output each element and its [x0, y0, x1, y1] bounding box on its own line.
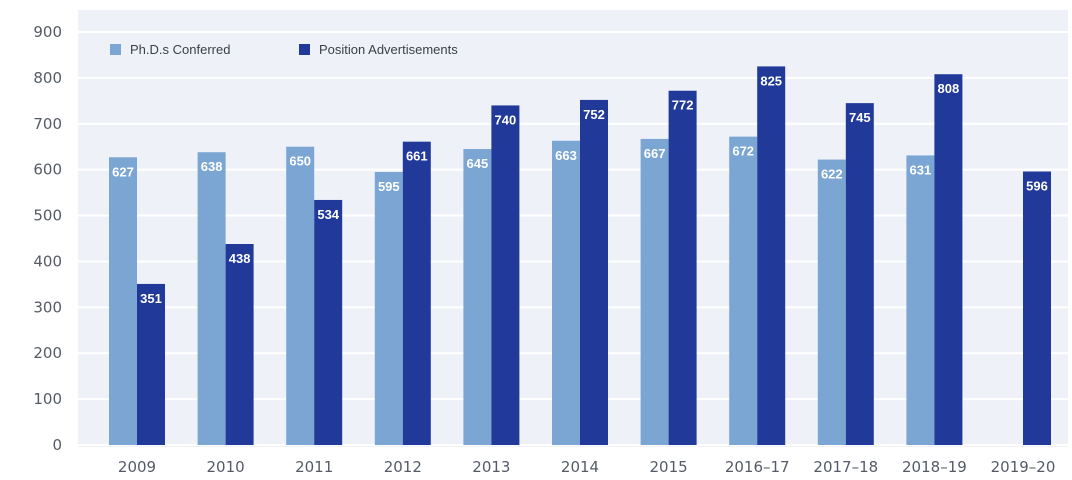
bar-phds-conferred: [463, 149, 492, 445]
bar-phds-conferred: [729, 136, 758, 446]
data-label: 622: [821, 167, 843, 182]
data-label: 661: [406, 149, 428, 164]
bar-phds-conferred: [109, 157, 137, 445]
data-label: 595: [378, 179, 400, 194]
data-label: 438: [229, 251, 251, 266]
data-label: 745: [849, 110, 871, 125]
y-tick-label: 700: [33, 115, 62, 133]
data-label: 772: [672, 98, 694, 113]
legend-label-phds: Ph.D.s Conferred: [130, 42, 230, 57]
x-axis: 2009 2010 2011 2012 2013 2014 2015 2016–17 2017–…: [118, 458, 1055, 476]
y-tick-label: 500: [33, 207, 62, 225]
bar-position-advertisements: [1023, 171, 1051, 445]
x-tick-label: 2010: [207, 458, 245, 476]
data-label: 672: [732, 144, 754, 159]
data-labels: 627 351 638 438 650 534 595 661 645 740 663 752 667 7…: [112, 73, 1048, 306]
bar-position-advertisements: [757, 66, 786, 446]
y-tick-label: 400: [33, 252, 62, 270]
data-label: 627: [112, 164, 134, 179]
bar-phds-conferred: [197, 152, 226, 445]
bar-position-advertisements: [137, 283, 165, 445]
bar-phds-conferred: [552, 140, 580, 446]
y-tick-label: 800: [33, 69, 62, 87]
bar-position-advertisements: [225, 244, 254, 445]
data-label: 663: [555, 148, 577, 163]
y-tick-label: 600: [33, 161, 62, 179]
x-tick-label: 2015: [650, 458, 688, 476]
legend-label-positions: Position Advertisements: [319, 42, 458, 57]
legend: Ph.D.s Conferred Position Advertisements: [110, 42, 458, 57]
data-label: 825: [760, 73, 782, 88]
y-axis: 0 100 200 300 400 500 600 700 800 900: [33, 23, 62, 454]
y-tick-label: 900: [33, 23, 62, 41]
x-tick-label: 2018–19: [902, 458, 967, 476]
x-tick-label: 2011: [295, 458, 333, 476]
x-tick-label: 2013: [472, 458, 510, 476]
x-tick-label: 2009: [118, 458, 156, 476]
bar-position-advertisements: [580, 99, 608, 445]
data-label: 534: [317, 207, 339, 222]
legend-swatch-phds: [110, 44, 121, 55]
bar-position-advertisements: [314, 199, 343, 445]
data-label: 740: [495, 112, 517, 127]
bar-phds-conferred: [286, 146, 315, 445]
data-label: 808: [938, 81, 960, 96]
x-tick-label: 2014: [561, 458, 599, 476]
bar-position-advertisements: [934, 74, 963, 446]
x-tick-label: 2017–18: [813, 458, 878, 476]
bar-phds-conferred: [640, 138, 669, 445]
data-label: 667: [644, 146, 666, 161]
data-label: 752: [583, 107, 605, 122]
y-tick-label: 100: [33, 390, 62, 408]
x-tick-label: 2019–20: [991, 458, 1056, 476]
bar-position-advertisements: [668, 90, 697, 445]
y-tick-label: 200: [33, 344, 62, 362]
data-label: 351: [140, 291, 162, 306]
x-tick-label: 2012: [384, 458, 422, 476]
bar-position-advertisements: [491, 105, 520, 445]
bars: [109, 66, 1051, 446]
bar-phds-conferred: [817, 159, 846, 445]
data-label: 650: [289, 154, 311, 169]
data-label: 596: [1026, 179, 1048, 194]
bar-phds-conferred: [906, 155, 935, 446]
bar-position-advertisements: [402, 141, 431, 445]
data-label: 638: [201, 159, 223, 174]
legend-swatch-positions: [299, 44, 310, 55]
y-tick-label: 0: [52, 436, 62, 454]
x-tick-label: 2016–17: [725, 458, 790, 476]
bar-phds-conferred: [374, 171, 403, 445]
y-tick-label: 300: [33, 298, 62, 316]
data-label: 645: [467, 156, 489, 171]
bar-position-advertisements: [845, 103, 874, 445]
data-label: 631: [910, 162, 932, 177]
